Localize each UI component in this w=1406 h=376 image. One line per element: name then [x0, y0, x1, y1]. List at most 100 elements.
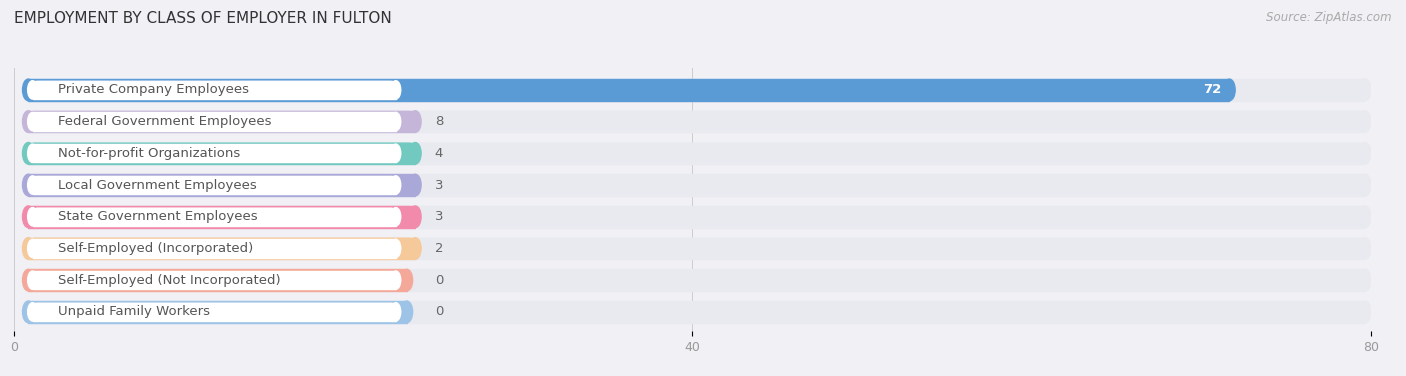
Circle shape — [1360, 269, 1371, 291]
FancyBboxPatch shape — [28, 301, 406, 323]
Bar — [28, 143, 415, 164]
FancyBboxPatch shape — [28, 143, 415, 164]
Bar — [28, 206, 415, 227]
FancyBboxPatch shape — [32, 176, 396, 194]
Bar — [28, 206, 1365, 227]
Text: 3: 3 — [434, 179, 443, 191]
FancyBboxPatch shape — [28, 301, 1365, 323]
Text: 4: 4 — [434, 147, 443, 160]
Bar — [28, 301, 406, 323]
Text: Not-for-profit Organizations: Not-for-profit Organizations — [58, 147, 240, 160]
Bar — [28, 174, 1365, 196]
FancyBboxPatch shape — [28, 238, 1365, 259]
Text: 72: 72 — [1204, 83, 1222, 96]
FancyBboxPatch shape — [32, 144, 396, 162]
Bar — [32, 112, 396, 131]
FancyBboxPatch shape — [32, 303, 396, 321]
Circle shape — [28, 112, 38, 131]
Text: Self-Employed (Not Incorporated): Self-Employed (Not Incorporated) — [58, 274, 281, 287]
Circle shape — [28, 144, 38, 162]
FancyBboxPatch shape — [28, 238, 415, 259]
Circle shape — [391, 303, 401, 321]
Circle shape — [28, 303, 38, 321]
Text: Private Company Employees: Private Company Employees — [58, 83, 249, 96]
Text: Unpaid Family Workers: Unpaid Family Workers — [58, 305, 209, 318]
Circle shape — [1360, 79, 1371, 101]
Circle shape — [28, 176, 38, 194]
Bar — [28, 111, 1365, 132]
Circle shape — [391, 144, 401, 162]
Circle shape — [28, 239, 38, 258]
Circle shape — [22, 79, 34, 101]
Circle shape — [1360, 174, 1371, 196]
FancyBboxPatch shape — [32, 271, 396, 289]
Text: 0: 0 — [434, 305, 443, 318]
Circle shape — [409, 174, 422, 196]
Circle shape — [22, 206, 34, 227]
FancyBboxPatch shape — [28, 206, 415, 227]
FancyBboxPatch shape — [28, 174, 415, 196]
Circle shape — [22, 301, 34, 323]
Circle shape — [22, 79, 34, 101]
Circle shape — [22, 143, 34, 164]
Circle shape — [22, 143, 34, 164]
FancyBboxPatch shape — [28, 111, 1365, 132]
Text: 2: 2 — [434, 242, 443, 255]
FancyBboxPatch shape — [32, 239, 396, 258]
Text: EMPLOYMENT BY CLASS OF EMPLOYER IN FULTON: EMPLOYMENT BY CLASS OF EMPLOYER IN FULTO… — [14, 11, 392, 26]
Text: Federal Government Employees: Federal Government Employees — [58, 115, 271, 128]
FancyBboxPatch shape — [28, 79, 1229, 101]
Circle shape — [391, 239, 401, 258]
Circle shape — [22, 301, 34, 323]
Circle shape — [22, 111, 34, 132]
Text: State Government Employees: State Government Employees — [58, 210, 257, 223]
FancyBboxPatch shape — [28, 79, 1365, 101]
Bar — [32, 176, 396, 194]
Bar — [28, 143, 1365, 164]
Circle shape — [1360, 143, 1371, 164]
Circle shape — [391, 208, 401, 226]
FancyBboxPatch shape — [28, 269, 406, 291]
Bar — [28, 79, 1229, 101]
Circle shape — [22, 111, 34, 132]
Circle shape — [409, 206, 422, 227]
Bar — [28, 238, 415, 259]
Bar — [32, 144, 396, 162]
Bar — [28, 174, 415, 196]
Text: Source: ZipAtlas.com: Source: ZipAtlas.com — [1267, 11, 1392, 24]
Bar — [28, 269, 1365, 291]
Circle shape — [1360, 111, 1371, 132]
Text: 3: 3 — [434, 210, 443, 223]
Bar — [28, 111, 415, 132]
Circle shape — [1223, 79, 1234, 101]
Circle shape — [1360, 206, 1371, 227]
Circle shape — [409, 111, 422, 132]
FancyBboxPatch shape — [28, 174, 1365, 196]
Circle shape — [391, 271, 401, 289]
Circle shape — [1360, 238, 1371, 259]
Circle shape — [391, 112, 401, 131]
Circle shape — [391, 176, 401, 194]
Circle shape — [22, 206, 34, 227]
Circle shape — [22, 174, 34, 196]
Bar — [32, 271, 396, 289]
Bar — [28, 301, 1365, 323]
Text: 0: 0 — [434, 274, 443, 287]
Circle shape — [22, 269, 34, 291]
Circle shape — [22, 238, 34, 259]
FancyBboxPatch shape — [32, 208, 396, 226]
Bar — [32, 208, 396, 226]
Bar — [32, 239, 396, 258]
Circle shape — [401, 269, 412, 291]
Text: 8: 8 — [434, 115, 443, 128]
FancyBboxPatch shape — [28, 269, 1365, 291]
Bar — [32, 81, 396, 99]
Circle shape — [391, 81, 401, 99]
Circle shape — [22, 174, 34, 196]
Circle shape — [409, 238, 422, 259]
Text: Self-Employed (Incorporated): Self-Employed (Incorporated) — [58, 242, 253, 255]
Bar — [28, 238, 1365, 259]
Circle shape — [401, 301, 412, 323]
FancyBboxPatch shape — [32, 81, 396, 99]
Circle shape — [28, 81, 38, 99]
